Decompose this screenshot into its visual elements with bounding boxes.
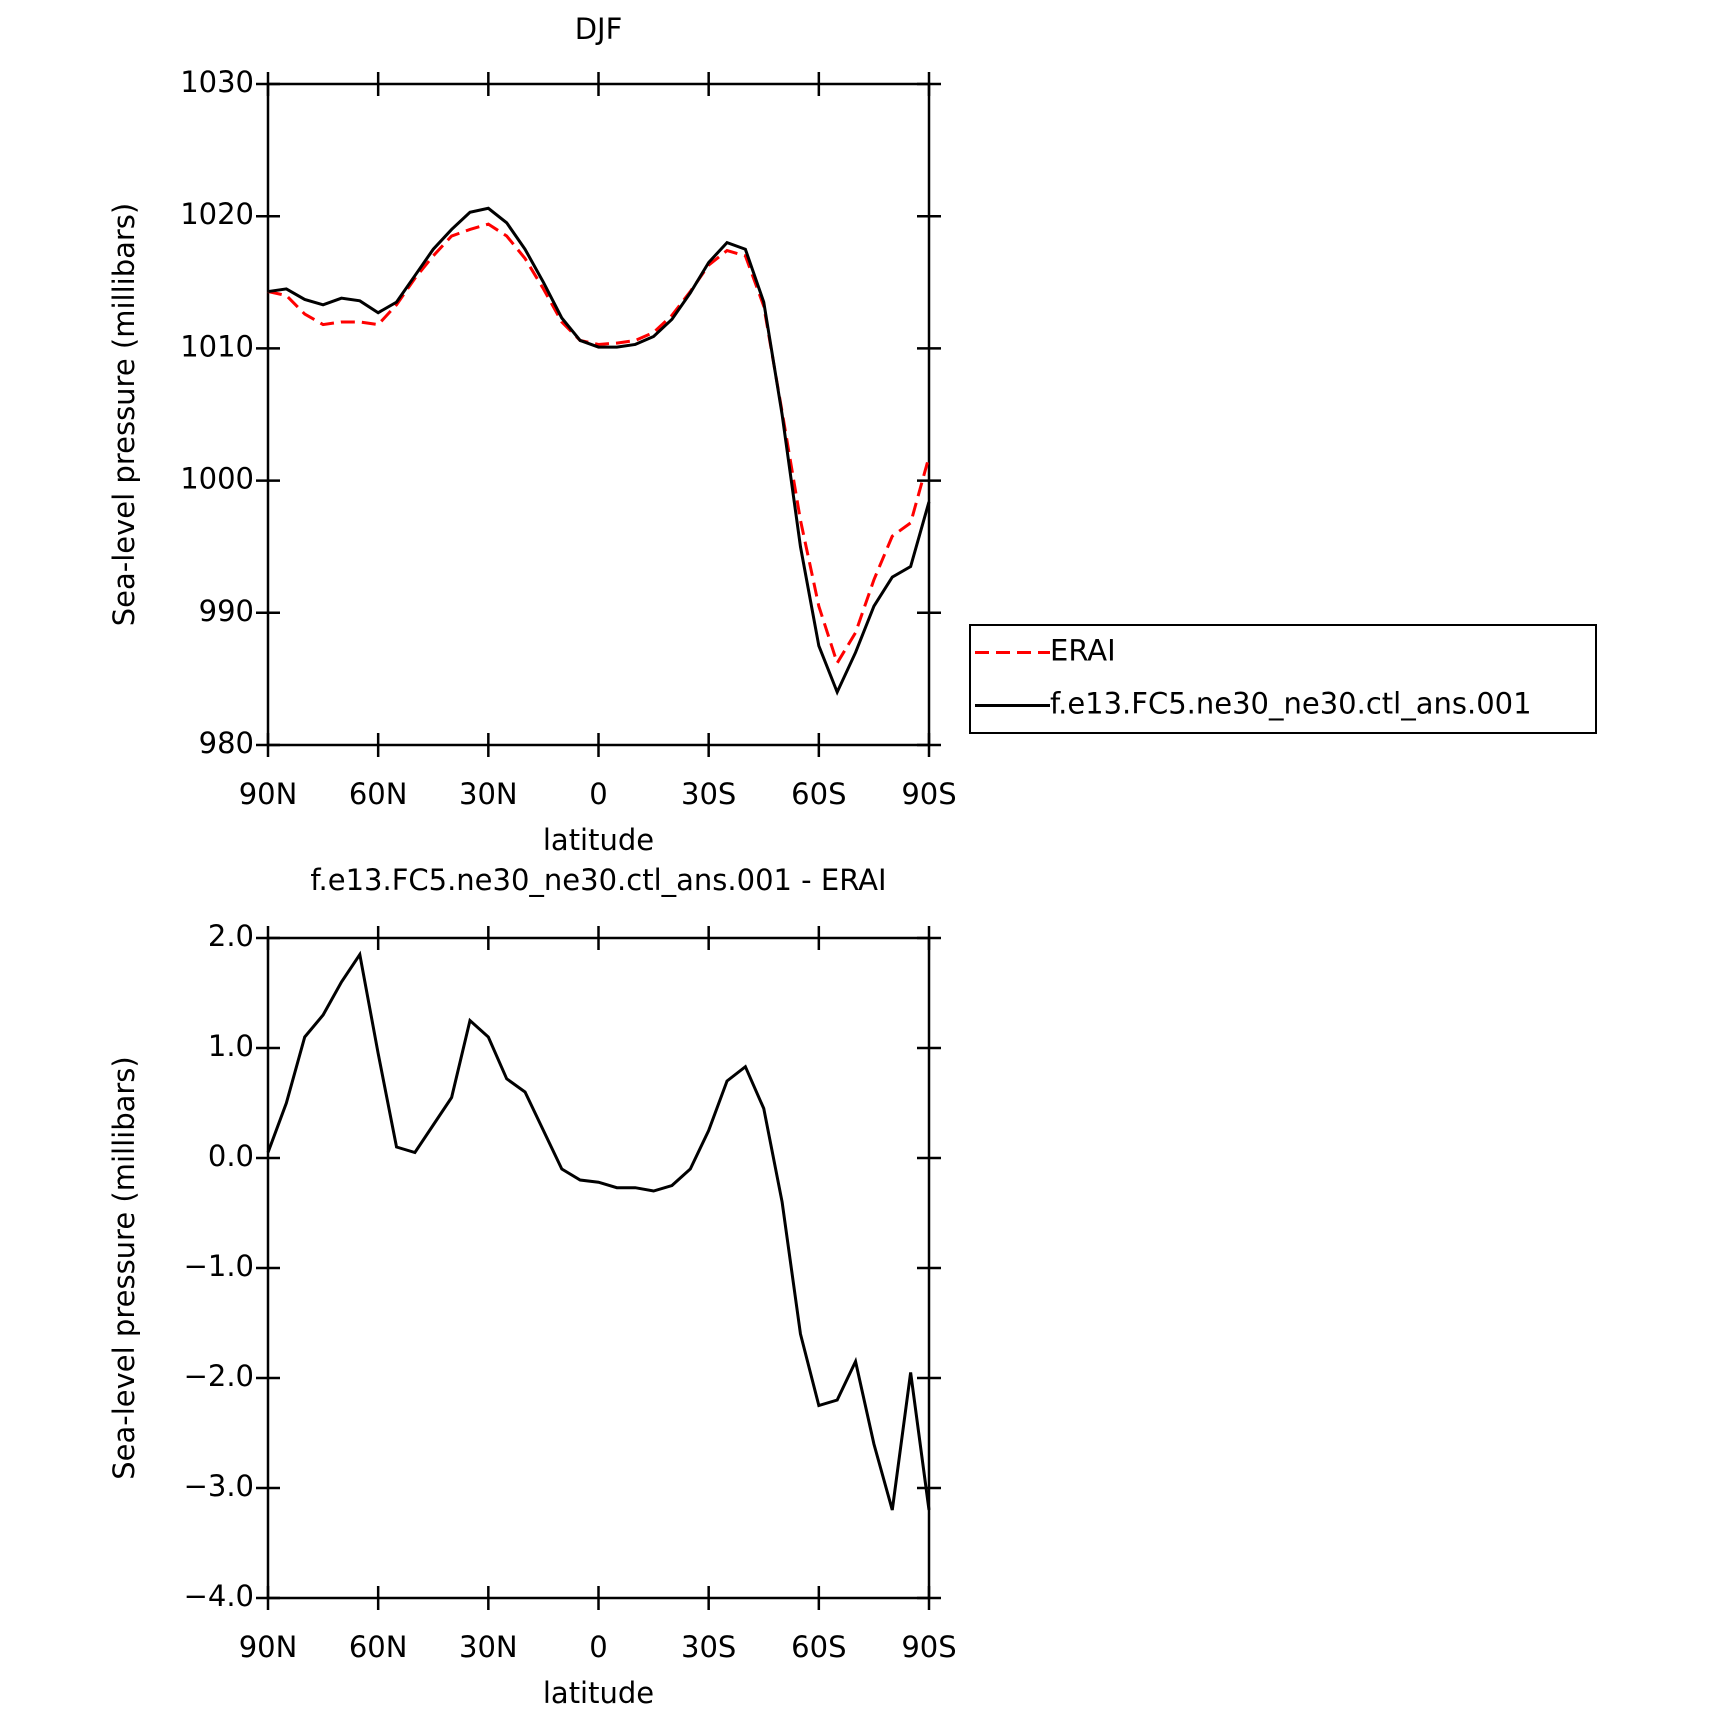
x-tick-label: 60N — [349, 1630, 408, 1664]
x-tick-label: 90S — [901, 1630, 956, 1664]
y-tick-label: 1020 — [180, 197, 254, 231]
x-tick-label: 30S — [681, 777, 736, 811]
x-tick-label: 30N — [459, 777, 518, 811]
plot-frame — [266, 936, 931, 1600]
x-tick-label: 30S — [681, 1630, 736, 1664]
x-tick-label: 0 — [589, 1630, 607, 1664]
legend-label: f.e13.FC5.ne30_ne30.ctl_ans.001 — [1050, 687, 1532, 721]
y-tick-label: 980 — [199, 726, 254, 760]
x-tick-label: 90N — [239, 777, 298, 811]
x-tick-label: 30N — [459, 1630, 518, 1664]
y-tick-label: 1030 — [180, 65, 254, 99]
x-tick-label: 60S — [791, 777, 846, 811]
y-tick-label: −1.0 — [184, 1249, 254, 1283]
legend-label: ERAI — [1050, 634, 1116, 668]
y-tick-label: −2.0 — [184, 1359, 254, 1393]
y-axis-label: Sea-level pressure (millibars) — [107, 203, 141, 626]
x-tick-label: 60S — [791, 1630, 846, 1664]
y-tick-label: −4.0 — [184, 1579, 254, 1613]
data-line — [267, 222, 931, 667]
y-tick-label: 990 — [199, 594, 254, 628]
y-tick-label: 2.0 — [208, 919, 254, 953]
x-axis-label: latitude — [543, 823, 654, 857]
y-tick-label: 0.0 — [208, 1139, 254, 1173]
x-tick-label: 90S — [901, 777, 956, 811]
x-axis-label: latitude — [543, 1676, 654, 1710]
data-line — [266, 950, 931, 1511]
y-tick-label: 1.0 — [208, 1029, 254, 1063]
plot-frame — [266, 82, 931, 747]
y-axis-label: Sea-level pressure (millibars) — [107, 1056, 141, 1479]
x-tick-label: 90N — [239, 1630, 298, 1664]
x-tick-label: 60N — [349, 777, 408, 811]
chart-title: DJF — [575, 12, 623, 46]
chart-title: f.e13.FC5.ne30_ne30.ctl_ans.001 - ERAI — [310, 863, 886, 897]
legend-box — [969, 624, 1597, 734]
y-tick-label: −3.0 — [184, 1469, 254, 1503]
y-tick-label: 1000 — [180, 462, 254, 496]
y-tick-label: 1010 — [180, 329, 254, 363]
data-line — [267, 206, 931, 696]
x-tick-label: 0 — [589, 777, 607, 811]
